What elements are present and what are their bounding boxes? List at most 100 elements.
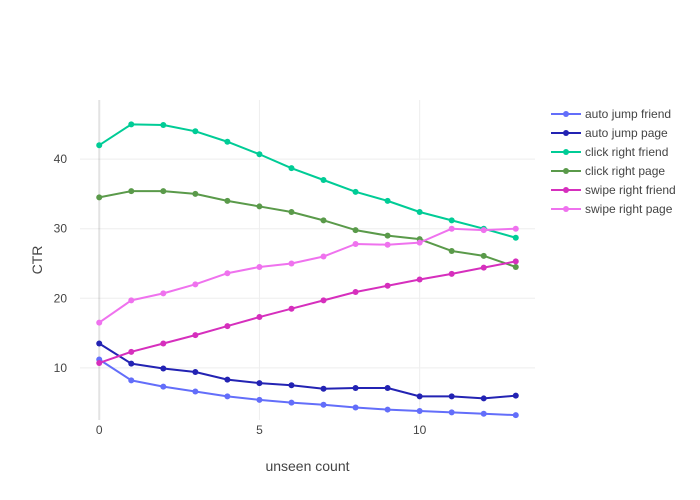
legend-item: swipe right friend bbox=[551, 183, 676, 197]
data-point bbox=[416, 393, 423, 400]
data-point bbox=[192, 190, 199, 197]
data-point bbox=[352, 241, 359, 247]
legend-marker bbox=[563, 149, 569, 155]
data-point bbox=[416, 239, 423, 246]
data-point bbox=[480, 252, 487, 259]
data-point bbox=[160, 365, 167, 372]
legend-label: swipe right friend bbox=[585, 183, 676, 197]
data-point bbox=[256, 314, 263, 321]
data-point bbox=[288, 399, 295, 406]
x-tick-label: 5 bbox=[256, 423, 263, 437]
data-point bbox=[512, 392, 519, 399]
legend-marker bbox=[563, 111, 569, 117]
series-line bbox=[98, 342, 516, 400]
data-point bbox=[96, 142, 103, 149]
data-point bbox=[224, 393, 231, 400]
data-point bbox=[416, 407, 423, 414]
y-axis-title: CTR bbox=[29, 246, 45, 275]
data-point bbox=[384, 232, 391, 239]
legend-label: click right page bbox=[585, 164, 665, 178]
data-point bbox=[512, 234, 519, 241]
data-point bbox=[128, 297, 135, 304]
legend-item: auto jump friend bbox=[551, 107, 671, 121]
data-point bbox=[288, 382, 295, 389]
data-point bbox=[384, 385, 391, 391]
data-point bbox=[192, 388, 199, 395]
data-point bbox=[192, 281, 199, 288]
y-tick-label: 20 bbox=[54, 291, 68, 305]
series-auto-jump-page bbox=[96, 340, 519, 402]
legend-marker bbox=[563, 187, 569, 193]
data-point bbox=[448, 409, 455, 416]
data-point bbox=[256, 263, 263, 270]
data-point bbox=[448, 393, 455, 400]
data-point bbox=[224, 270, 231, 277]
data-point bbox=[256, 396, 263, 403]
data-point bbox=[128, 348, 135, 355]
data-point bbox=[160, 383, 167, 390]
x-axis-title: unseen count bbox=[265, 458, 349, 474]
data-point bbox=[128, 121, 135, 128]
data-point bbox=[416, 276, 423, 283]
y-tick-labels: 10 20 30 40 bbox=[54, 152, 68, 375]
data-point bbox=[128, 360, 135, 367]
data-point bbox=[128, 188, 135, 195]
data-point bbox=[448, 247, 455, 254]
data-point bbox=[224, 138, 231, 145]
data-point bbox=[288, 209, 295, 215]
data-point bbox=[256, 203, 263, 210]
data-point bbox=[320, 401, 327, 408]
data-point bbox=[384, 241, 391, 248]
data-point bbox=[224, 376, 231, 383]
legend-label: auto jump friend bbox=[585, 107, 671, 121]
series-line bbox=[98, 227, 516, 324]
data-point bbox=[320, 253, 327, 260]
data-point bbox=[160, 340, 167, 347]
data-point bbox=[160, 122, 167, 129]
data-point bbox=[192, 332, 199, 339]
series-group bbox=[96, 121, 519, 419]
data-point bbox=[224, 197, 231, 204]
legend-item: auto jump page bbox=[551, 126, 668, 140]
legend: auto jump friend auto jump page click righ… bbox=[551, 107, 676, 216]
series-line bbox=[98, 123, 517, 239]
data-point bbox=[384, 197, 391, 204]
legend-marker bbox=[563, 130, 569, 136]
data-point bbox=[320, 217, 327, 224]
series-swipe-right-page bbox=[96, 225, 519, 326]
data-point bbox=[320, 297, 327, 304]
data-point bbox=[96, 319, 103, 326]
data-point bbox=[352, 385, 359, 391]
data-point bbox=[288, 305, 295, 312]
data-point bbox=[160, 188, 167, 195]
data-point bbox=[512, 258, 519, 265]
legend-marker bbox=[563, 206, 569, 212]
data-point bbox=[416, 209, 423, 215]
data-point bbox=[96, 359, 103, 366]
x-tick-label: 10 bbox=[413, 423, 427, 437]
series-line bbox=[98, 260, 516, 364]
data-point bbox=[256, 380, 263, 387]
data-point bbox=[512, 225, 519, 232]
data-point bbox=[192, 369, 199, 375]
data-point bbox=[288, 165, 295, 172]
series-line bbox=[98, 358, 516, 417]
series-click-right-page bbox=[96, 188, 519, 270]
data-point bbox=[448, 217, 455, 224]
data-point bbox=[288, 260, 295, 267]
data-point bbox=[224, 323, 231, 330]
data-point bbox=[320, 385, 327, 392]
data-point bbox=[352, 404, 359, 411]
legend-label: swipe right page bbox=[585, 202, 673, 216]
series-click-right-friend bbox=[96, 121, 519, 241]
legend-label: auto jump page bbox=[585, 126, 668, 140]
data-point bbox=[384, 406, 391, 413]
y-tick-label: 40 bbox=[54, 152, 68, 166]
data-point bbox=[512, 412, 519, 419]
data-point bbox=[448, 270, 455, 277]
x-tick-label: 0 bbox=[96, 423, 103, 437]
data-point bbox=[96, 340, 103, 347]
legend-marker bbox=[563, 168, 569, 174]
